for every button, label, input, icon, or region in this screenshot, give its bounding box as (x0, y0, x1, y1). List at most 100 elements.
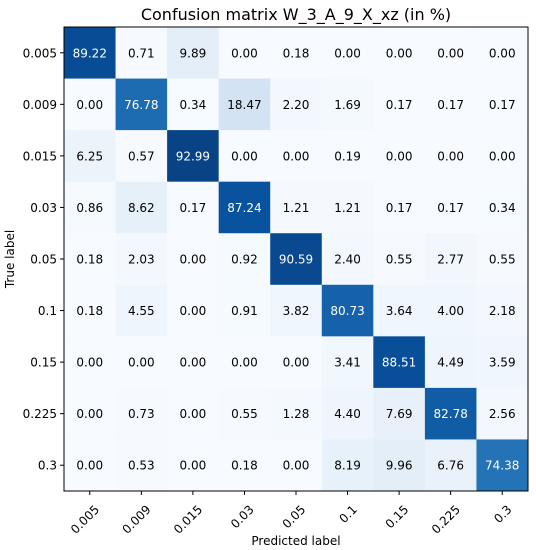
y-tick-label: 0.3 (38, 459, 57, 473)
x-tick-label: 0.009 (119, 502, 153, 536)
heatmap-cell (321, 181, 374, 234)
heatmap-cell (167, 336, 220, 389)
heatmap-cell (321, 284, 374, 337)
cell-value-label: 0.00 (180, 304, 207, 318)
heatmap-cell (167, 78, 220, 131)
cell-value-label: 0.00 (76, 459, 103, 473)
cell-value-label: 0.00 (437, 149, 464, 163)
x-axis-label: Predicted label (251, 534, 340, 548)
y-tick-label: 0.005 (23, 46, 57, 60)
y-tick-label: 0.225 (23, 407, 57, 421)
cell-value-label: 76.78 (124, 98, 158, 112)
cell-value-label: 0.19 (334, 149, 361, 163)
heatmap-cell (167, 233, 220, 286)
heatmap-cell (373, 387, 426, 440)
cell-value-label: 6.76 (437, 459, 464, 473)
heatmap-cell (218, 130, 271, 183)
heatmap-cell (424, 78, 477, 131)
cell-value-label: 0.00 (76, 407, 103, 421)
cell-value-label: 0.00 (76, 98, 103, 112)
heatmap-cell (115, 27, 168, 80)
heatmap-cell (64, 181, 117, 234)
heatmap-cell (167, 284, 220, 337)
cell-value-label: 0.18 (76, 304, 103, 318)
heatmap-cell (270, 27, 323, 80)
cell-value-label: 87.24 (227, 201, 261, 215)
heatmap-cell (424, 336, 477, 389)
heatmap-cell (64, 78, 117, 131)
cell-value-label: 92.99 (176, 149, 210, 163)
heatmap-cell (321, 233, 374, 286)
heatmap-cell (321, 130, 374, 183)
cell-value-label: 0.00 (489, 46, 516, 60)
cell-value-label: 0.17 (437, 201, 464, 215)
cell-value-label: 0.18 (76, 253, 103, 267)
cell-value-label: 0.00 (283, 459, 310, 473)
cell-value-label: 0.55 (231, 407, 258, 421)
y-axis-ticks: 0.005 0.009 0.015 0.03 0.05 0.1 0.15 0.225 0.3 (23, 46, 64, 473)
heatmap-cell (476, 78, 529, 131)
heatmap-cell (115, 78, 168, 131)
heatmap-cell (167, 27, 220, 80)
heatmap-cell (270, 439, 323, 492)
cell-value-label: 0.18 (231, 459, 258, 473)
heatmap-cell (476, 387, 529, 440)
x-tick-label: 0.005 (68, 502, 102, 536)
cell-value-label: 0.57 (128, 149, 155, 163)
cell-value-label: 4.49 (437, 356, 464, 370)
x-tick-label: 0.225 (429, 502, 463, 536)
heatmap-cell (115, 233, 168, 286)
x-axis-ticks: 0.005 0.009 0.015 0.03 0.05 0.1 0.15 0.225 0.3 (68, 491, 515, 537)
y-tick-label: 0.03 (30, 201, 57, 215)
heatmap-cell (64, 27, 117, 80)
heatmap-cell (64, 233, 117, 286)
heatmap-cell (270, 130, 323, 183)
heatmap-cell (64, 130, 117, 183)
cell-value-label: 0.17 (386, 201, 413, 215)
y-tick-label: 0.1 (38, 304, 57, 318)
cell-value-label: 0.17 (386, 98, 413, 112)
heatmap-cell (321, 78, 374, 131)
cell-value-label: 0.00 (386, 46, 413, 60)
cell-value-label: 89.22 (73, 46, 107, 60)
cell-value-label: 1.28 (283, 407, 310, 421)
heatmap-cell (373, 78, 426, 131)
cell-value-label: 2.03 (128, 253, 155, 267)
heatmap-cell (167, 439, 220, 492)
cell-value-label: 3.82 (283, 304, 310, 318)
cell-value-label: 1.21 (334, 201, 361, 215)
cell-value-label: 0.55 (386, 253, 413, 267)
heatmap-cell (424, 181, 477, 234)
y-tick-label: 0.05 (30, 253, 57, 267)
heatmap-cell-labels: 89.22 0.71 9.89 0.00 0.18 0.00 0.00 0.00 0.00 0.0… (73, 46, 520, 472)
heatmap-cell (167, 181, 220, 234)
heatmap-cell (476, 233, 529, 286)
cell-value-label: 0.00 (386, 149, 413, 163)
cell-value-label: 0.00 (180, 253, 207, 267)
heatmap-cell (167, 130, 220, 183)
heatmap-cell (218, 27, 271, 80)
cell-value-label: 1.69 (334, 98, 361, 112)
cell-value-label: 3.59 (489, 356, 516, 370)
heatmap-cell (373, 130, 426, 183)
heatmap-cell (64, 284, 117, 337)
heatmap-cell (64, 336, 117, 389)
cell-value-label: 0.00 (128, 356, 155, 370)
cell-value-label: 0.00 (489, 149, 516, 163)
heatmap-cell (115, 130, 168, 183)
cell-value-label: 0.00 (231, 46, 258, 60)
heatmap-cell (218, 387, 271, 440)
heatmap-cell (321, 27, 374, 80)
heatmap-cell (321, 439, 374, 492)
cell-value-label: 4.00 (437, 304, 464, 318)
cell-value-label: 9.89 (180, 46, 207, 60)
heatmap-cell (373, 181, 426, 234)
heatmap-cell (115, 387, 168, 440)
cell-value-label: 0.86 (76, 201, 103, 215)
heatmap-cell (115, 284, 168, 337)
heatmap-cell (373, 284, 426, 337)
cell-value-label: 2.56 (489, 407, 516, 421)
cell-value-label: 2.77 (437, 253, 464, 267)
heatmap-cell (64, 387, 117, 440)
x-tick-label: 0.015 (171, 502, 205, 536)
